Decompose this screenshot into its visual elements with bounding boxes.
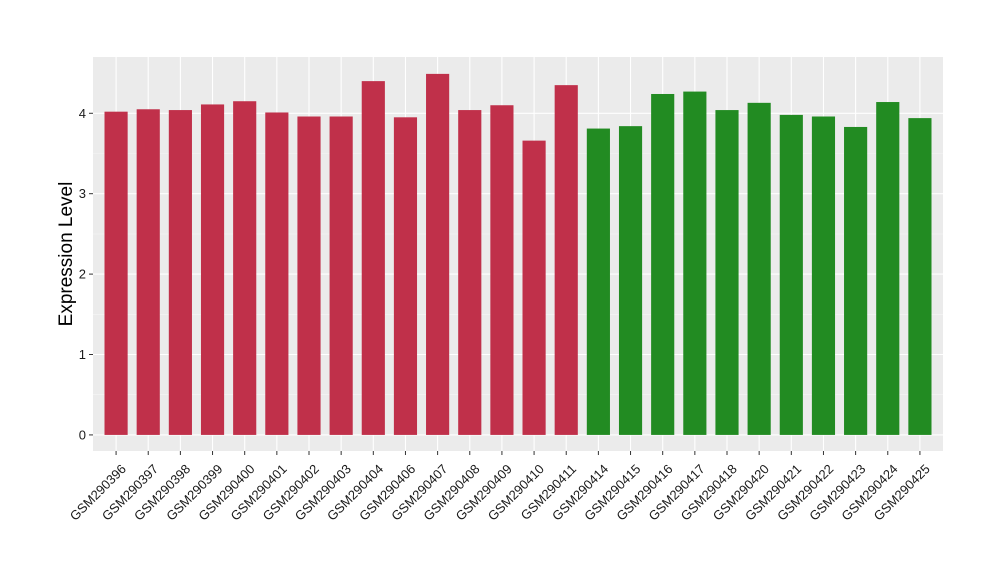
bar-GSM290424 xyxy=(876,102,900,435)
bar-GSM290403 xyxy=(329,116,353,435)
y-tick-label: 2 xyxy=(79,267,86,282)
bar-GSM290423 xyxy=(844,126,868,435)
y-tick-label: 3 xyxy=(79,186,86,201)
bar-GSM290406 xyxy=(393,117,418,435)
bar-GSM290407 xyxy=(426,73,450,435)
bar-GSM290408 xyxy=(458,110,482,435)
bar-GSM290416 xyxy=(651,93,675,435)
y-axis: 0 1 2 3 4 xyxy=(79,106,93,442)
bar-GSM290399 xyxy=(200,104,225,435)
bar-GSM290404 xyxy=(361,81,385,435)
bars xyxy=(104,73,932,435)
bar-GSM290411 xyxy=(554,85,578,435)
bar-GSM290415 xyxy=(618,126,643,435)
y-axis-label: Expression Level xyxy=(56,182,77,327)
bar-GSM290396 xyxy=(104,111,128,435)
bar-GSM290418 xyxy=(715,110,739,435)
bar-GSM290400 xyxy=(233,101,257,435)
y-tick-label: 4 xyxy=(79,106,86,121)
bar-GSM290420 xyxy=(747,102,771,435)
bar-GSM290402 xyxy=(297,116,321,435)
bar-GSM290397 xyxy=(136,109,160,435)
y-tick-label: 0 xyxy=(79,427,86,442)
bar-GSM290409 xyxy=(490,105,514,435)
bar-GSM290410 xyxy=(522,140,546,435)
bar-GSM290417 xyxy=(683,91,707,435)
bar-GSM290414 xyxy=(586,128,610,435)
y-tick-label: 1 xyxy=(79,347,86,362)
bar-GSM290401 xyxy=(265,112,289,435)
bar-GSM290422 xyxy=(811,116,836,435)
bar-GSM290398 xyxy=(168,110,192,435)
x-axis: GSM290396GSM290397GSM290398GSM290399GSM2… xyxy=(67,451,933,524)
bar-GSM290421 xyxy=(779,114,803,435)
bar-GSM290425 xyxy=(908,118,932,435)
